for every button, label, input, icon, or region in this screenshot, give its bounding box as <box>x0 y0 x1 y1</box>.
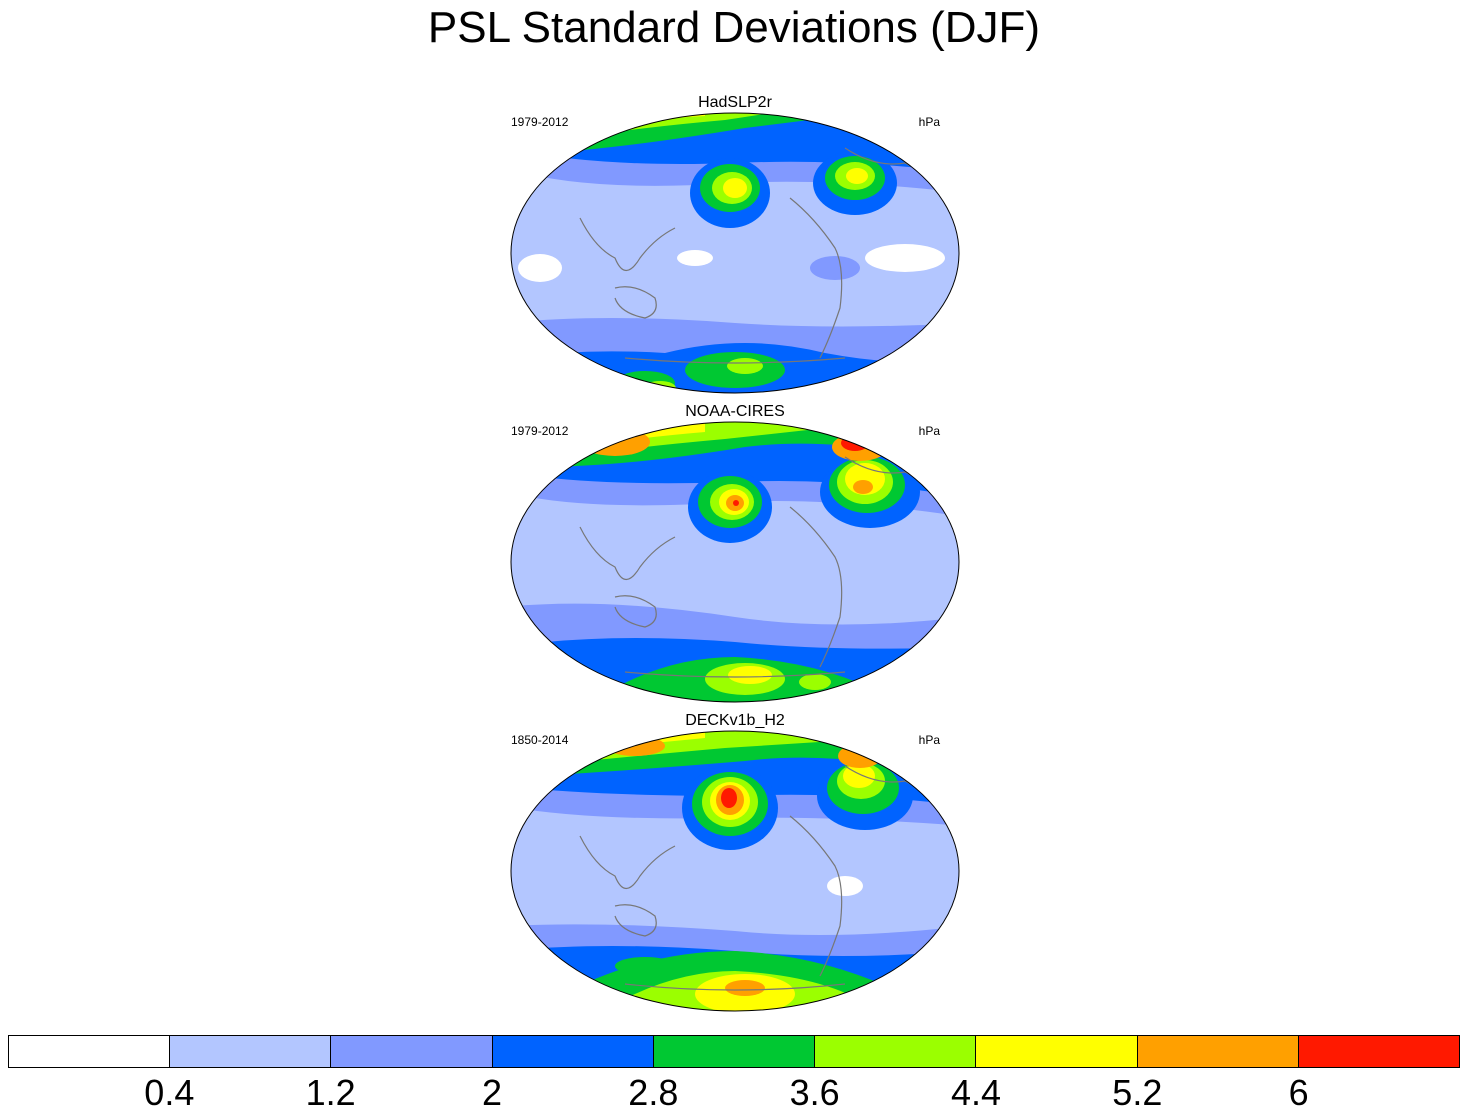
colorbar-swatch <box>1137 1036 1299 1067</box>
panel-units: hPa <box>918 115 940 129</box>
map-panel-hadslp2r: HadSLP2r 1979-2012 hPa <box>505 94 965 394</box>
map-noaa-cires <box>510 421 960 703</box>
colorbar-swatch <box>815 1036 977 1067</box>
colorbar-tick-label: 6 <box>1288 1072 1309 1113</box>
colorbar-swatch <box>492 1036 654 1067</box>
figure-title: PSL Standard Deviations (DJF) <box>427 3 1041 52</box>
colorbar-swatch <box>170 1036 332 1067</box>
colorbar-tick-label: 2.8 <box>628 1072 679 1113</box>
panel-period: 1979-2012 <box>511 115 569 129</box>
colorbar-tick-label: 4.4 <box>950 1072 1002 1113</box>
map-deckv1b-h2 <box>510 730 960 1012</box>
colorbar-swatch <box>331 1036 493 1067</box>
colorbar-tick-label: 1.2 <box>305 1072 356 1113</box>
panel-units: hPa <box>918 424 940 438</box>
colorbar-tick-label: 3.6 <box>789 1072 840 1113</box>
panel-period: 1979-2012 <box>511 424 569 438</box>
colorbar-swatch <box>976 1036 1138 1067</box>
panel-units: hPa <box>918 733 940 747</box>
panel-title: DECKv1b_H2 <box>685 712 785 729</box>
map-panel-deckv1b-h2: DECKv1b_H2 1850-2014 hPa <box>505 712 965 1012</box>
colorbar-tick-label: 2 <box>481 1072 503 1113</box>
panel-title: HadSLP2r <box>698 94 772 111</box>
colorbar-swatch <box>9 1036 171 1067</box>
colorbar <box>8 1035 1460 1068</box>
colorbar-swatch <box>653 1036 816 1067</box>
colorbar-swatch <box>1298 1036 1459 1067</box>
colorbar-tick-label: 5.2 <box>1112 1072 1163 1113</box>
panel-title: NOAA-CIRES <box>685 403 785 420</box>
colorbar-tick-label: 0.4 <box>144 1072 195 1113</box>
panel-period: 1850-2014 <box>511 733 569 747</box>
map-panel-noaa-cires: NOAA-CIRES 1979-2012 hPa <box>505 403 965 703</box>
map-hadslp2r <box>510 112 960 394</box>
